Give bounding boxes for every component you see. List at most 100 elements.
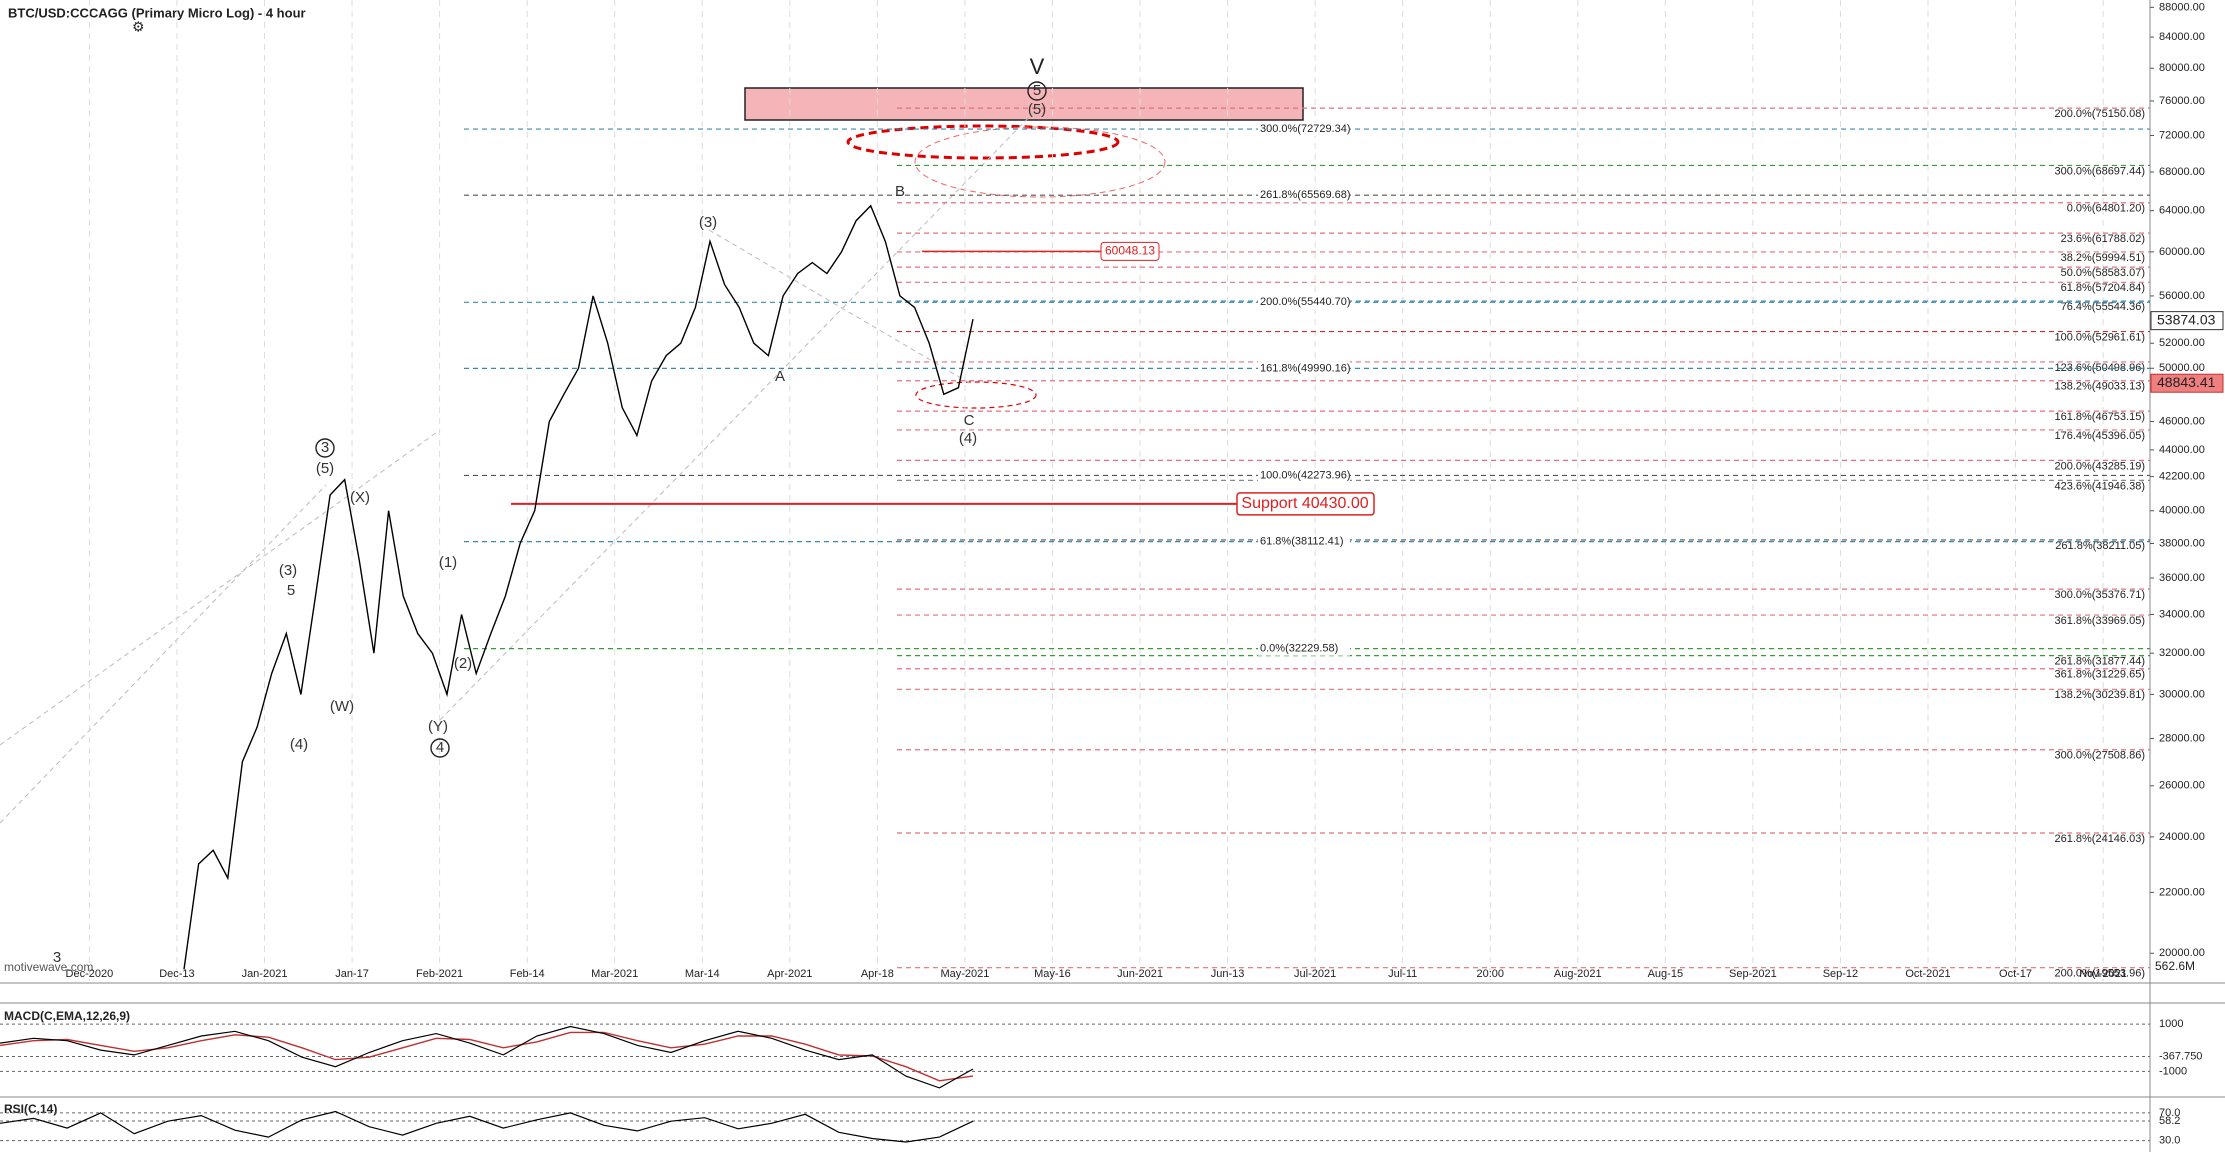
wave-label: 3	[53, 949, 61, 966]
price-line	[183, 204, 974, 970]
marker-price-label: 48843.41	[2157, 374, 2216, 390]
y-tick-label: 1000	[2159, 1018, 2183, 1030]
wave-label: B	[895, 183, 905, 200]
last-price-box	[2150, 311, 2224, 331]
y-tick-label: 50000.00	[2159, 362, 2205, 374]
y-tick-label: 22000.00	[2159, 886, 2205, 898]
y-tick-label: 42200.00	[2159, 470, 2205, 482]
x-tick-label: Aug-15	[1648, 968, 1683, 980]
fib-label: 361.8%(33969.05)	[2054, 615, 2145, 627]
support-box	[1236, 492, 1375, 516]
rsi-line	[0, 1110, 974, 1143]
target-ellipse	[914, 126, 1166, 198]
wave-label: C	[964, 412, 975, 429]
x-tick-label: Apr-2021	[767, 968, 812, 980]
y-tick-label: 68000.00	[2159, 166, 2205, 178]
fib-label: 261.8%(31877.44)	[2054, 656, 2145, 668]
support-label: Support 40430.00	[1241, 495, 1368, 512]
x-tick-label: Aug-2021	[1554, 968, 1602, 980]
fib-label: 200.0%(19553.96)	[2054, 968, 2145, 980]
fib-label-bg	[1258, 468, 1350, 483]
y-tick-label: -1000	[2159, 1065, 2187, 1077]
wave-label: V	[1030, 54, 1045, 79]
x-tick-label: Jul-2021	[1294, 968, 1336, 980]
watermark: motivewave.com	[4, 960, 93, 974]
fib-label: 161.8%(49990.16)	[1260, 362, 1351, 374]
x-tick-label: Jul-11	[1388, 968, 1417, 980]
x-tick-label: Jan-2021	[242, 968, 288, 980]
fib-label: 50.0%(58583.07)	[2061, 267, 2145, 279]
fib-label: 176.4%(45396.05)	[2054, 430, 2145, 442]
x-tick-label: Sep-2021	[1729, 968, 1777, 980]
y-tick-label: 20000.00	[2159, 947, 2205, 959]
wave-label: (4)	[290, 736, 308, 753]
fib-label: 100.0%(52961.61)	[2054, 331, 2145, 343]
fib-label: 161.8%(46753.15)	[2054, 411, 2145, 423]
x-tick-label: Oct-17	[1999, 968, 2032, 980]
x-tick-label: Feb-14	[510, 968, 545, 980]
y-tick-label: 30000.00	[2159, 688, 2205, 700]
fib-label: 261.8%(65569.68)	[1260, 189, 1351, 201]
x-tick-label: Jun-2021	[1117, 968, 1163, 980]
x-tick-label: Mar-14	[685, 968, 720, 980]
wave-label: (4)	[959, 430, 977, 447]
fib-label: 61.8%(38112.41)	[1260, 536, 1344, 548]
wave-circle	[430, 738, 450, 758]
target-box	[1100, 241, 1160, 261]
wave-label: (2)	[454, 655, 472, 672]
y-tick-label: 36000.00	[2159, 572, 2205, 584]
y-tick-label: 34000.00	[2159, 608, 2205, 620]
y-tick-label: 84000.00	[2159, 31, 2205, 43]
last-price-label: 53874.03	[2157, 311, 2216, 327]
fib-label-bg	[1258, 122, 1350, 137]
wave-label: (3)	[279, 562, 297, 579]
signal-line	[0, 1031, 974, 1082]
fib-label: 300.0%(68697.44)	[2054, 165, 2145, 177]
y-tick-label: 32000.00	[2159, 647, 2205, 659]
fib-label: 200.0%(75150.08)	[2054, 108, 2145, 120]
target-zone	[744, 87, 1304, 121]
settings-icon[interactable]: ⚙	[132, 19, 145, 35]
fib-label: 361.8%(31229.65)	[2054, 669, 2145, 681]
fib-label: 61.8%(57204.84)	[2061, 282, 2145, 294]
y-tick-label: 60000.00	[2159, 246, 2205, 258]
fib-label: 138.2%(30239.81)	[2054, 689, 2145, 701]
fib-label: 300.0%(72729.34)	[1260, 123, 1351, 135]
macd-title: MACD(C,EMA,12,26,9)	[4, 1009, 130, 1023]
fib-label: 200.0%(55440.70)	[1260, 296, 1351, 308]
x-tick-label: Dec-2020	[66, 968, 114, 980]
x-tick-label: Jun-13	[1211, 968, 1245, 980]
fib-label: 100.0%(42273.96)	[1260, 469, 1351, 481]
y-tick-label: 70.0	[2159, 1107, 2180, 1119]
y-tick-label: 80000.00	[2159, 62, 2205, 74]
wave-label: 5	[1033, 82, 1041, 99]
trend-line	[708, 229, 974, 386]
wave-label: A	[775, 368, 785, 385]
wave-circle	[1027, 81, 1047, 101]
support-ellipse	[915, 381, 1037, 409]
target-label: 60048.13	[1105, 244, 1155, 258]
fib-label: 300.0%(35376.71)	[2054, 589, 2145, 601]
fib-label: 261.8%(38211.05)	[2055, 540, 2145, 552]
volume-label: 562.6M	[2155, 959, 2195, 973]
trend-line	[0, 484, 327, 824]
wave-label: (X)	[350, 489, 370, 506]
trend-line	[0, 429, 441, 746]
fib-label: 123.6%(50498.96)	[2054, 362, 2145, 374]
wave-label: (3)	[699, 214, 717, 231]
macd-line	[0, 1025, 974, 1089]
y-tick-label: 38000.00	[2159, 537, 2205, 549]
y-tick-label: 52000.00	[2159, 337, 2205, 349]
fib-label-bg	[1258, 361, 1350, 376]
x-tick-label: 20:00	[1476, 968, 1504, 980]
fib-label: 138.2%(49033.13)	[2054, 381, 2145, 393]
y-tick-label: 88000.00	[2159, 1, 2205, 13]
y-tick-label: 58.2	[2159, 1115, 2180, 1127]
fib-label: 76.4%(55544.36)	[2061, 301, 2145, 313]
wave-label: 4	[436, 739, 444, 756]
wave-label: (5)	[316, 460, 334, 477]
y-tick-label: -367.750	[2159, 1050, 2202, 1062]
marker-price-box	[2150, 373, 2224, 393]
